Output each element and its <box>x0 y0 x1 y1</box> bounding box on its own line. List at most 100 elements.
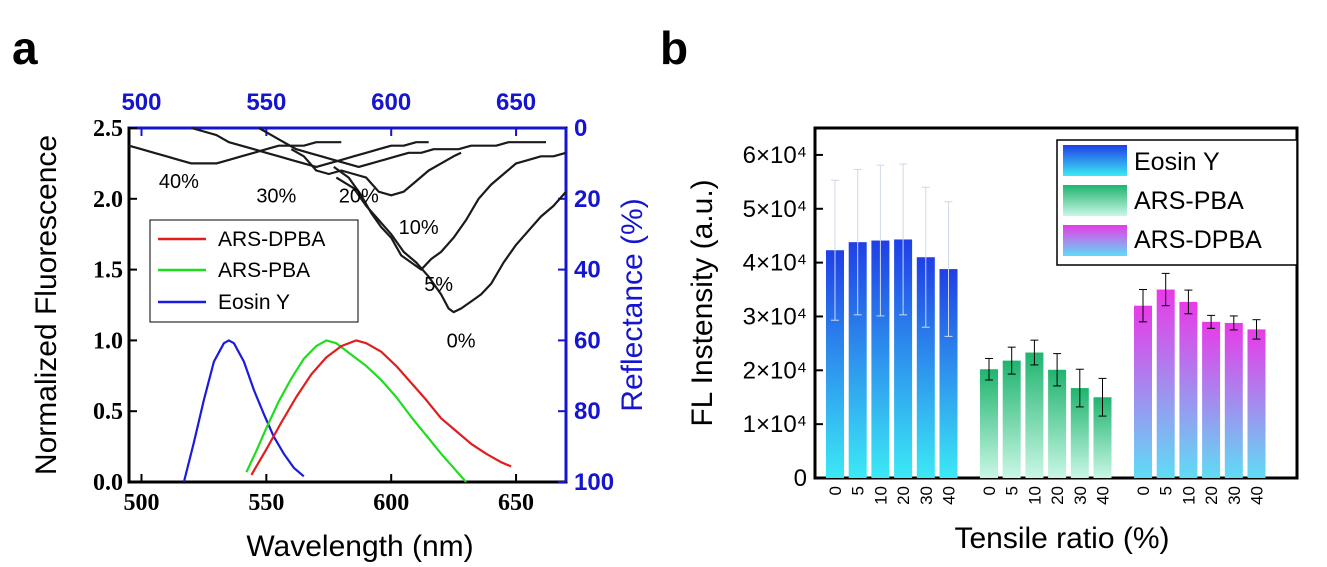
x-tick-label-a: 550 <box>248 490 284 516</box>
bar <box>1070 388 1089 478</box>
series-line-30- <box>191 126 429 168</box>
y-tick-label-b: 4×10⁴ <box>743 250 807 277</box>
x-tick-label-b: 5 <box>1003 486 1022 495</box>
y2-tick-label-a: 40 <box>574 257 601 284</box>
bar <box>1134 305 1152 478</box>
y-tick-label-a: 1.0 <box>93 328 123 354</box>
x-top-tick-label-a: 600 <box>371 89 411 116</box>
bar <box>916 257 935 478</box>
x-tick-label-a: 500 <box>123 490 159 516</box>
y-tick-label-b: 1×10⁴ <box>743 411 807 438</box>
legend-swatch-b-eosin-y <box>1063 145 1127 176</box>
x-tick-label-a: 650 <box>498 490 534 516</box>
x-top-tick-label-a: 650 <box>496 89 536 116</box>
series-line-10- <box>290 148 462 197</box>
series-line-0- <box>335 176 567 314</box>
x-tick-label-a: 600 <box>373 490 409 516</box>
legend-swatch-b-ars-pba <box>1063 185 1127 216</box>
bar <box>1202 321 1221 478</box>
reflectance-annotation: 20% <box>339 185 379 207</box>
bar <box>871 240 890 478</box>
legend-box-a <box>149 219 359 323</box>
y-tick-label-b: 3×10⁴ <box>743 303 807 330</box>
panel-a-label: a <box>12 22 38 74</box>
x-tick-label-b: 5 <box>1157 486 1176 495</box>
y-tick-label-b: 2×10⁴ <box>743 357 807 384</box>
bar <box>1025 352 1044 478</box>
series-line-ars-dpba <box>250 339 512 476</box>
x-tick-label-b: 40 <box>940 486 959 505</box>
x-tick-label-b: 10 <box>1179 486 1198 505</box>
bar <box>1093 397 1112 478</box>
bar <box>826 250 844 478</box>
series-line-ars-pba <box>245 339 467 483</box>
x-tick-label-b: 20 <box>1202 486 1221 505</box>
bar <box>894 239 913 478</box>
x-tick-label-b: 0 <box>980 486 999 495</box>
x-tick-label-b: 30 <box>1225 486 1244 505</box>
series-line-5- <box>333 151 567 271</box>
reflectance-annotation: 0% <box>447 330 476 352</box>
y2-tick-label-a: 100 <box>574 469 614 496</box>
bar <box>939 269 958 478</box>
bar <box>1247 329 1266 478</box>
x-tick-label-b: 40 <box>1248 486 1267 505</box>
legend-swatch-b-ars-dpba <box>1063 225 1127 256</box>
bar <box>1156 289 1175 478</box>
x-tick-label-b: 0 <box>826 486 845 495</box>
x-tick-label-b: 40 <box>1094 486 1113 505</box>
x-tick-label-b: 30 <box>917 486 936 505</box>
legend-label-b-ars-dpba: ARS-DPBA <box>1134 226 1262 254</box>
fl-intensity-bar-chart: 0 5 10 20 30 40 0 5 10 20 30 40 0 5 10 20 30 40 01×10⁴2×1… <box>686 126 1299 555</box>
reflectance-annotation: 40% <box>159 171 199 193</box>
x-tick-label-b: 30 <box>1071 486 1090 505</box>
y-tick-label-b: 0 <box>794 465 807 492</box>
y-tick-label-b: 6×10⁴ <box>743 142 807 169</box>
reflectance-annotation: 5% <box>424 274 453 296</box>
panel-b-label: b <box>660 22 688 74</box>
series-line-20- <box>258 127 546 168</box>
legend-label-b-ars-pba: ARS-PBA <box>1134 187 1244 215</box>
legend-a: ARS-DPBA ARS-PBA Eosin Y <box>149 219 359 323</box>
bar <box>1002 360 1021 478</box>
x-tick-label-b: 20 <box>894 486 913 505</box>
y-tick-label-a: 0.5 <box>93 399 123 425</box>
series-line-eosin-y <box>182 339 305 483</box>
y2-tick-label-a: 80 <box>574 398 601 425</box>
y2-tick-label-a: 60 <box>574 327 601 354</box>
y2-tick-label-a: 20 <box>574 186 601 213</box>
reflectance-annotation: 10% <box>399 217 439 239</box>
bar <box>1224 322 1243 478</box>
y-tick-label-a: 0.0 <box>93 470 123 496</box>
x-tick-label-b: 10 <box>1025 486 1044 505</box>
bar <box>848 242 867 478</box>
bar <box>980 369 998 478</box>
reflectance-annotation: 30% <box>256 185 296 207</box>
legend-b: Eosin Y ARS-PBA ARS-DPBA <box>1056 139 1298 266</box>
legend-label-eosin-y: Eosin Y <box>218 291 290 314</box>
y-tick-label-a: 2.0 <box>93 187 123 213</box>
x-tick-label-b: 20 <box>1048 486 1067 505</box>
y-axis-label-b: FL Instensity (a.u.) <box>686 179 719 426</box>
legend-label-ars-dpba: ARS-DPBA <box>218 228 325 251</box>
x-top-tick-label-a: 550 <box>246 89 286 116</box>
x-top-tick-label-a: 500 <box>121 89 161 116</box>
x-tick-label-b: 10 <box>871 486 890 505</box>
x-tick-label-b: 0 <box>1134 486 1153 495</box>
y-tick-label-a: 1.5 <box>93 258 123 284</box>
y-tick-label-a: 2.5 <box>93 116 123 142</box>
y2-axis-label-a: Reflectance (%) <box>616 198 649 411</box>
series-line-40- <box>128 141 342 165</box>
y2-tick-label-a: 0 <box>574 115 587 142</box>
x-axis-label-b: Tensile ratio (%) <box>954 522 1169 555</box>
bar <box>1179 301 1198 478</box>
legend-label-ars-pba: ARS-PBA <box>218 259 310 282</box>
y-axis-label-a: Normalized Fluorescence <box>30 135 63 475</box>
x-tick-label-b: 5 <box>849 486 868 495</box>
bar <box>1048 369 1067 478</box>
y-tick-label-b: 5×10⁴ <box>743 196 807 223</box>
legend-label-b-eosin-y: Eosin Y <box>1134 148 1220 176</box>
x-axis-label-a: Wavelength (nm) <box>246 530 473 563</box>
